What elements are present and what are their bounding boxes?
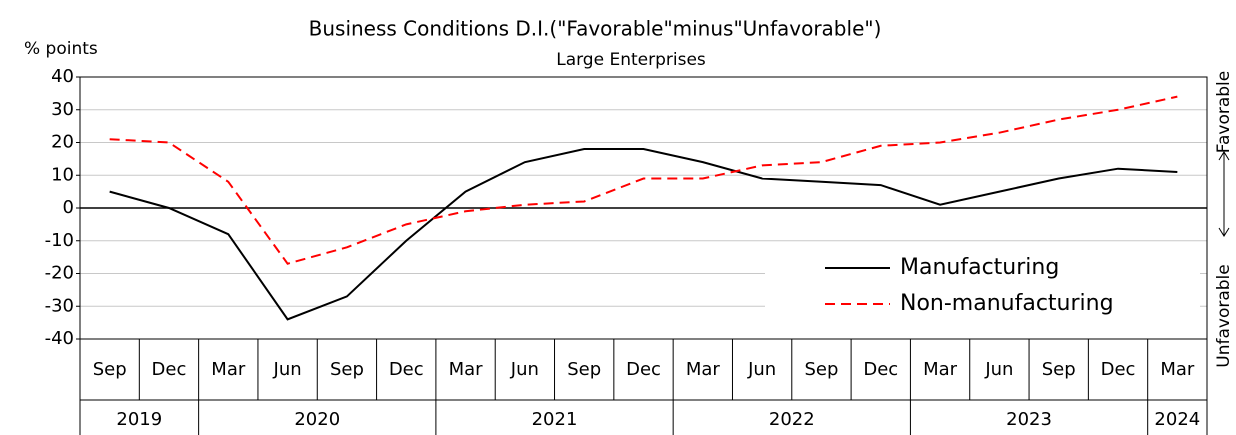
chart-title: Business Conditions D.I.("Favorable"minu… xyxy=(309,17,882,41)
legend-label: Non-manufacturing xyxy=(900,291,1114,316)
x-tick-label: Jun xyxy=(747,359,776,380)
x-group-label: 2019 xyxy=(116,409,162,430)
y-tick-label: 30 xyxy=(51,99,74,120)
y-tick-label: -20 xyxy=(45,263,74,284)
chart-subtitle: Large Enterprises xyxy=(556,50,706,70)
x-tick-label: Jun xyxy=(984,359,1013,380)
x-tick-label: Jun xyxy=(273,359,302,380)
x-tick-label: Sep xyxy=(93,359,127,380)
lower-label: Unfavorable xyxy=(1214,264,1234,367)
x-tick-label: Mar xyxy=(686,359,721,380)
series-line xyxy=(109,95,1178,265)
y-tick-label: -10 xyxy=(45,230,74,251)
x-group-label: 2020 xyxy=(294,409,340,430)
x-tick-label: Mar xyxy=(1160,359,1195,380)
y-tick-label: 20 xyxy=(51,132,74,153)
x-group-label: 2021 xyxy=(532,409,578,430)
y-tick-label: -30 xyxy=(45,295,74,316)
plot-frame xyxy=(79,76,1208,340)
y-tick-label: 40 xyxy=(51,66,74,87)
series-line xyxy=(109,148,1178,321)
x-tick-label: Mar xyxy=(449,359,484,380)
upper-label: Favorable xyxy=(1214,71,1234,153)
y-tick-label: 10 xyxy=(51,164,74,185)
x-group-label: 2022 xyxy=(769,409,815,430)
legend-background xyxy=(765,248,1200,323)
x-group-label: 2023 xyxy=(1006,409,1052,430)
x-tick-label: Dec xyxy=(152,359,187,380)
x-group-label: 2024 xyxy=(1154,409,1200,430)
x-tick-label: Mar xyxy=(923,359,958,380)
y-tick-label: 0 xyxy=(63,197,74,218)
legend-label: Manufacturing xyxy=(900,255,1059,280)
x-tick-label: Mar xyxy=(211,359,246,380)
y-axis-label: % points xyxy=(24,39,98,59)
y-tick-label: -40 xyxy=(45,328,74,349)
x-tick-label: Dec xyxy=(863,359,898,380)
x-tick-label: Sep xyxy=(1042,359,1076,380)
x-tick-label: Sep xyxy=(330,359,364,380)
direction-arrow xyxy=(1218,151,1230,237)
x-tick-label: Sep xyxy=(567,359,601,380)
x-tick-label: Dec xyxy=(389,359,424,380)
x-tick-label: Dec xyxy=(626,359,661,380)
x-tick-label: Sep xyxy=(804,359,838,380)
x-tick-label: Jun xyxy=(510,359,539,380)
x-tick-label: Dec xyxy=(1101,359,1136,380)
